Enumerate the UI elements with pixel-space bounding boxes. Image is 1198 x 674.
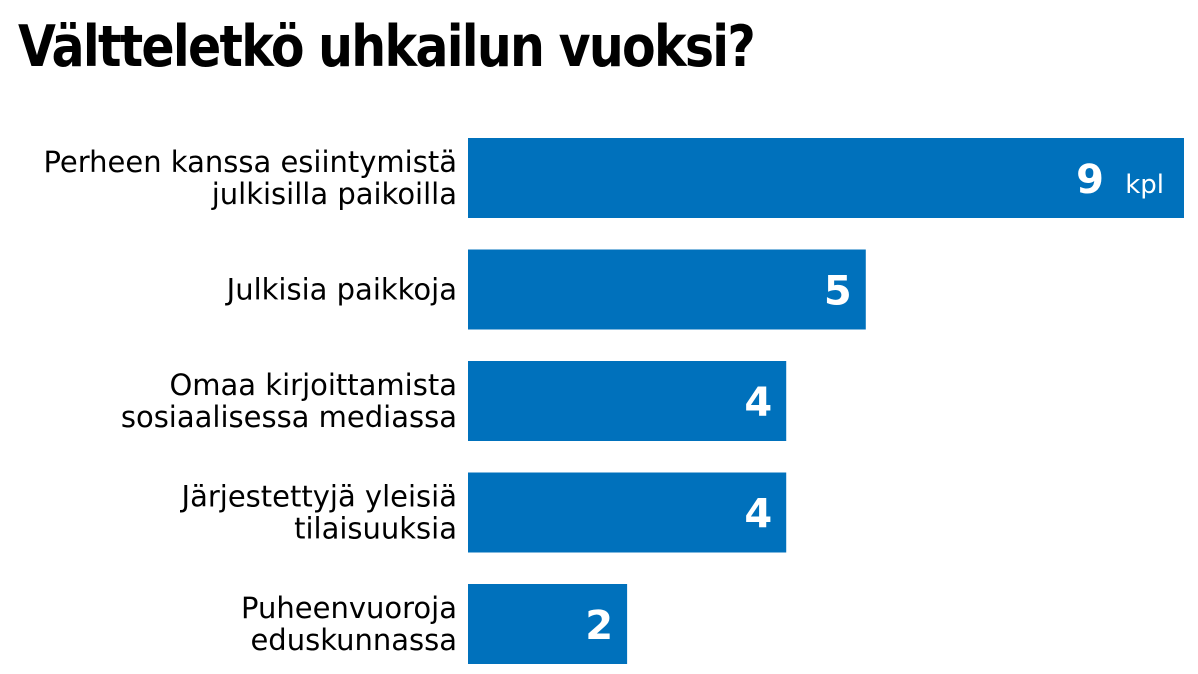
category-label-line: julkisilla paikoilla (211, 177, 457, 211)
category-label-0: Perheen kanssa esiintymistä julkisilla pa… (43, 145, 457, 211)
bar-4 (468, 584, 628, 664)
category-label-4: Puheenvuoroja eduskunnassa (241, 591, 457, 657)
chart-title: Vältteletkö uhkailun vuoksi? (18, 14, 756, 80)
category-label-line: sosiaalisessa mediassa (121, 400, 457, 434)
category-label-3: Järjestettyjä yleisiä tilaisuuksia (180, 480, 457, 546)
unit-label: kpl (1125, 170, 1164, 200)
bar-1 (468, 249, 866, 330)
category-label-line: Omaa kirjoittamista (169, 368, 457, 402)
value-label-3: 4 (744, 492, 772, 538)
category-label-2: Omaa kirjoittamista sosiaalisessa mediass… (121, 368, 457, 434)
category-label-line: Puheenvuoroja (241, 591, 457, 625)
bar-0 (468, 138, 1184, 218)
bars-group: Perheen kanssa esiintymistä julkisilla pa… (43, 138, 1184, 664)
bar-2 (468, 361, 787, 441)
value-label-4: 2 (585, 603, 613, 649)
category-label-line: Järjestettyjä yleisiä (180, 480, 457, 514)
category-label-line: tilaisuuksia (294, 512, 457, 546)
category-label-line: Perheen kanssa esiintymistä (43, 145, 457, 179)
value-label-1: 5 (824, 269, 852, 315)
value-label-2: 4 (744, 380, 772, 426)
category-label-line: eduskunnassa (250, 623, 457, 657)
value-label-0: 9 (1076, 157, 1104, 203)
category-label-line: Julkisia paikkoja (225, 273, 457, 307)
category-label-1: Julkisia paikkoja (225, 273, 457, 307)
bar-3 (468, 472, 787, 553)
